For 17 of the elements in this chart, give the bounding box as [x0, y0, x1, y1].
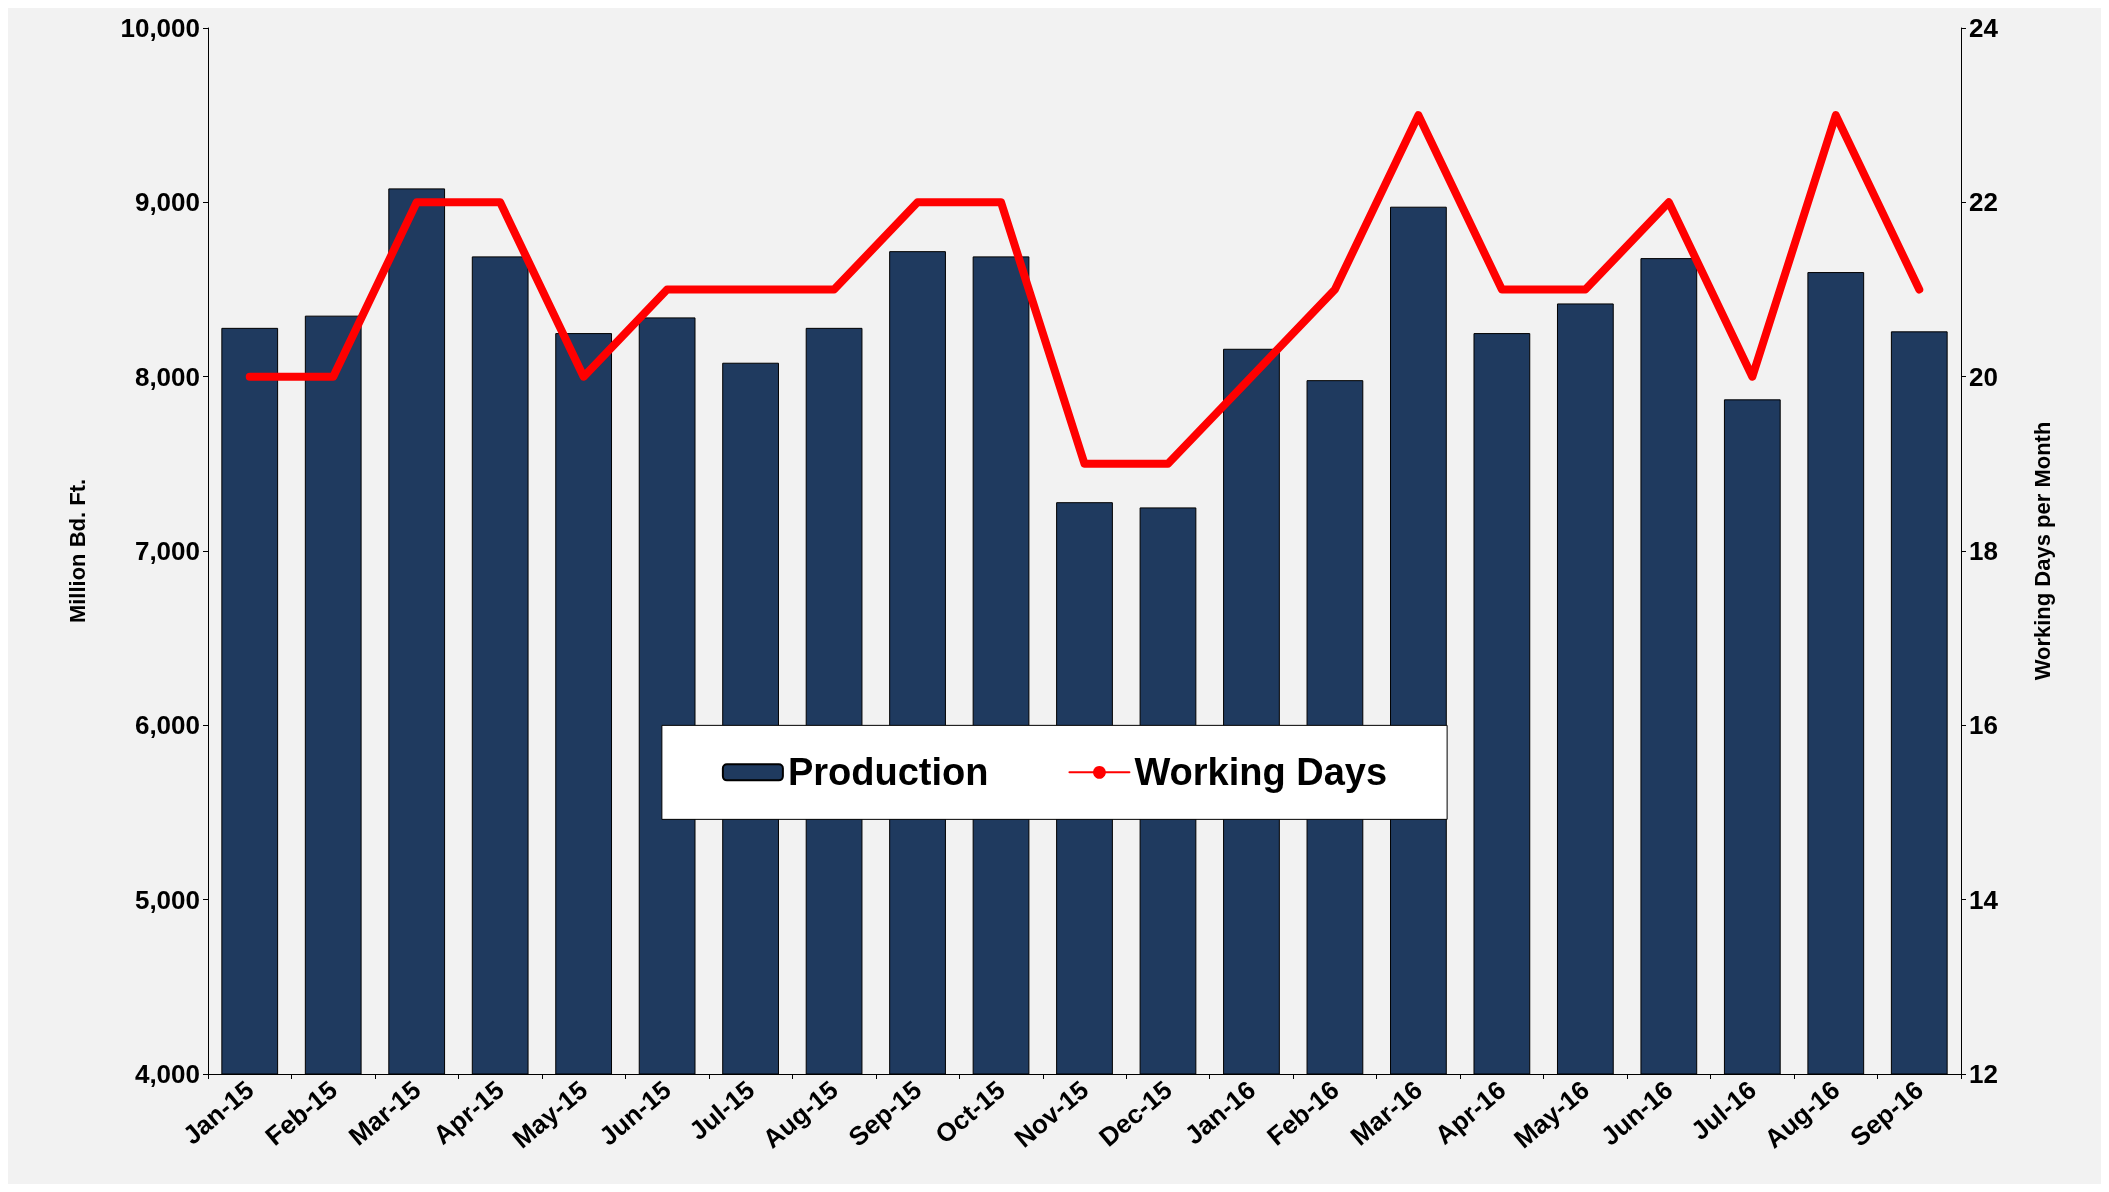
y2-axis-title: Working Days per Month — [2029, 421, 2055, 681]
y2-tick-label: 16 — [1969, 710, 1998, 741]
legend-label: Production — [787, 751, 989, 794]
legend-label: Working Days — [1134, 751, 1388, 794]
y2-tick-label: 18 — [1969, 536, 1998, 566]
y-tick-label: 7,000 — [134, 536, 200, 566]
y-tick-label: 9,000 — [134, 187, 200, 218]
y2-tick-label: 12 — [1969, 1059, 1998, 1089]
y-tick-label: 6,000 — [134, 710, 200, 741]
y-tick-label: 10,000 — [120, 13, 200, 43]
y2-tick-label: 20 — [1969, 361, 1998, 392]
y-tick-label: 5,000 — [134, 884, 200, 915]
y2-tick-label: 14 — [1969, 884, 1999, 915]
y2-tick-label: 24 — [1969, 13, 1999, 43]
y-axis-title: Million Bd. Ft. — [64, 478, 90, 624]
y2-tick-label: 22 — [1969, 187, 1998, 218]
y-tick-label: 8,000 — [134, 361, 200, 392]
